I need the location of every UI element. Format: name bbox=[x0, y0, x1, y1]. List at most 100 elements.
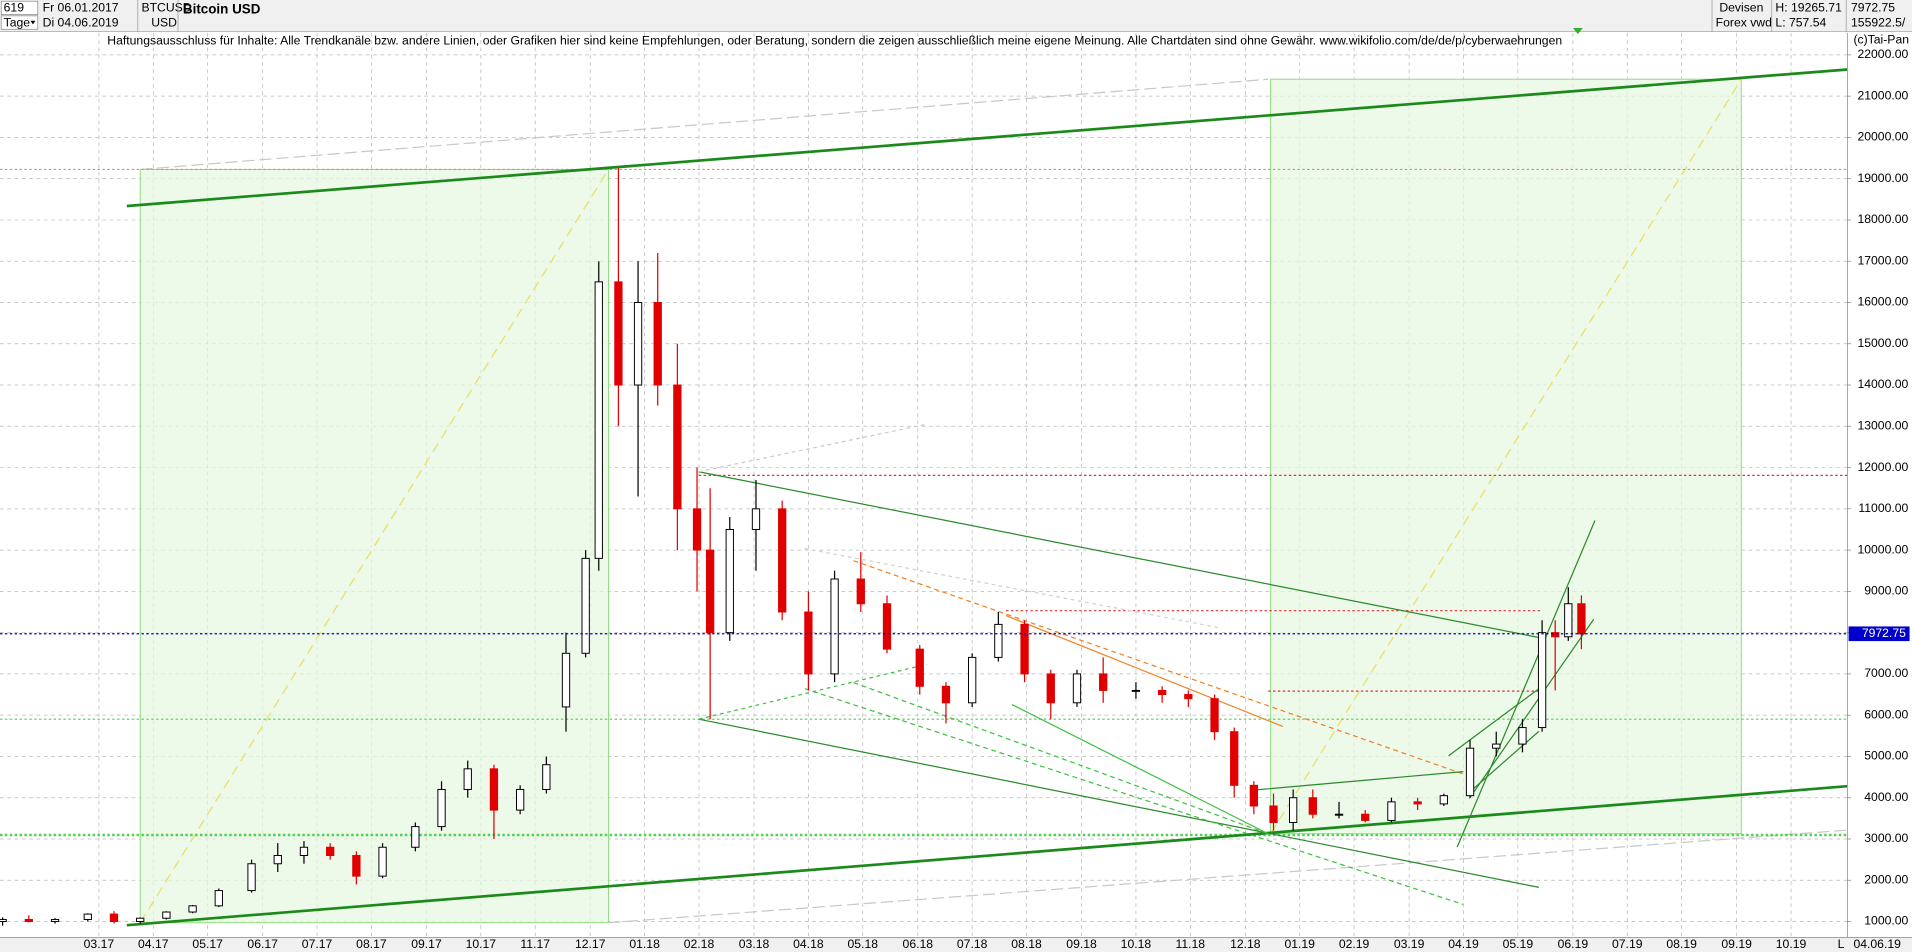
candle-body bbox=[1269, 805, 1278, 823]
trend-line bbox=[1005, 615, 1284, 728]
candle-body bbox=[83, 913, 92, 920]
candle-body bbox=[614, 281, 623, 386]
candle-body bbox=[1210, 698, 1219, 733]
x-tick-label: 04.18 bbox=[793, 937, 824, 951]
y-tick-label: 3000.00 bbox=[1864, 831, 1908, 845]
y-tick-label: 12000.00 bbox=[1857, 460, 1908, 474]
period-box[interactable] bbox=[0, 15, 39, 30]
candle-body bbox=[273, 855, 282, 865]
y-tick-label: 16000.00 bbox=[1857, 295, 1908, 309]
candle-body bbox=[1413, 801, 1422, 805]
y-axis-background bbox=[1847, 32, 1912, 938]
header-background bbox=[0, 0, 1912, 32]
last-price-label: 7972.75 bbox=[1862, 626, 1906, 640]
marker bbox=[1573, 28, 1583, 35]
x-tick-label: 04.19 bbox=[1448, 937, 1479, 951]
trend-line bbox=[804, 688, 1464, 906]
candle-body bbox=[882, 603, 892, 650]
candle-body bbox=[437, 788, 446, 828]
gray-line bbox=[608, 829, 1848, 924]
candle-body bbox=[581, 557, 590, 654]
x-tick-label: 03.18 bbox=[739, 937, 770, 951]
to-date: Di 04.06.2019 bbox=[43, 15, 119, 29]
candle-body bbox=[673, 384, 682, 510]
candle-body bbox=[594, 281, 603, 559]
candle-body bbox=[1249, 784, 1259, 807]
y-tick-label: 20000.00 bbox=[1857, 130, 1908, 144]
x-tick-label: 08.19 bbox=[1666, 937, 1697, 951]
candle-body bbox=[1465, 747, 1475, 797]
x-tick-label: 05.18 bbox=[848, 937, 879, 951]
x-tick-label: 05.17 bbox=[192, 937, 223, 951]
candle-body bbox=[1334, 813, 1344, 816]
drawings bbox=[0, 68, 1848, 927]
y-tick-label: 14000.00 bbox=[1857, 377, 1908, 391]
candle-body bbox=[1131, 689, 1141, 692]
disclaimer: Haftungsausschluss für Inhalte: Alle Tre… bbox=[107, 34, 1562, 48]
scale-mode: L bbox=[1838, 937, 1845, 951]
high: H: 19265.71 bbox=[1775, 1, 1842, 15]
x-tick-label: 10.18 bbox=[1121, 937, 1152, 951]
candle-body bbox=[705, 549, 715, 634]
candle-body bbox=[994, 623, 1003, 658]
x-tick-label: 01.18 bbox=[629, 937, 660, 951]
candle-body bbox=[24, 918, 33, 923]
candle-body bbox=[1020, 623, 1029, 675]
trend-line bbox=[698, 423, 927, 473]
trend-line bbox=[1448, 688, 1540, 757]
count-box[interactable] bbox=[0, 0, 39, 15]
x-tick-label: 02.19 bbox=[1339, 937, 1370, 951]
candle-body bbox=[378, 846, 387, 877]
y-tick-label: 18000.00 bbox=[1857, 212, 1908, 226]
trend-line bbox=[1468, 730, 1540, 793]
candle-body bbox=[856, 578, 865, 605]
header-bar: 619 Fr 06.01.2017 Tage Di 04.06.2019 BTC… bbox=[0, 0, 1912, 33]
candles bbox=[0, 167, 1848, 926]
candle-body bbox=[1099, 673, 1108, 691]
candle-body bbox=[1551, 632, 1560, 638]
category: Devisen bbox=[1719, 1, 1763, 15]
y-tick-label: 6000.00 bbox=[1864, 707, 1908, 721]
candle-body bbox=[247, 863, 256, 892]
y-tick-label: 11000.00 bbox=[1858, 501, 1908, 515]
candle-body bbox=[915, 648, 924, 687]
candle-body bbox=[188, 905, 197, 913]
last: 7972.75 bbox=[1851, 1, 1895, 15]
trend-line bbox=[1456, 520, 1596, 848]
volume: 155922.5/ bbox=[1851, 15, 1906, 29]
y-tick-label: 1000.00 bbox=[1864, 914, 1908, 928]
candle-body bbox=[1308, 797, 1317, 815]
trend-line bbox=[698, 471, 1539, 639]
candle-body bbox=[751, 508, 761, 530]
y-tick-label: 10000.00 bbox=[1857, 542, 1908, 556]
y-tick-label: 4000.00 bbox=[1864, 790, 1908, 804]
x-tick-label: 07.17 bbox=[302, 937, 333, 951]
candle-body bbox=[1518, 727, 1527, 745]
y-tick-label: 19000.00 bbox=[1857, 171, 1908, 185]
candle-body bbox=[411, 826, 420, 848]
x-tick-label: 07.18 bbox=[957, 937, 988, 951]
last-price-box bbox=[1848, 626, 1910, 642]
x-tick-label: 11.17 bbox=[520, 937, 550, 951]
x-tick-label: 06.17 bbox=[247, 937, 278, 951]
candle-body bbox=[778, 508, 787, 613]
trend-line bbox=[698, 718, 1539, 888]
trend-line bbox=[1255, 770, 1464, 791]
candle-body bbox=[50, 918, 60, 923]
x-tick-label: 10.17 bbox=[466, 937, 497, 951]
candle-body bbox=[941, 685, 951, 704]
trend-line bbox=[853, 560, 1464, 775]
candle-body bbox=[489, 768, 499, 811]
trend-line bbox=[853, 682, 1269, 835]
source: Forex vwd bbox=[1716, 15, 1772, 29]
dropdown-arrow bbox=[30, 20, 36, 25]
trend-line bbox=[126, 784, 1848, 927]
candle-body bbox=[1439, 795, 1448, 805]
y-tick-label: 2000.00 bbox=[1864, 872, 1908, 886]
x-tick-label: 12.17 bbox=[575, 937, 606, 951]
candle-body bbox=[968, 656, 977, 704]
candle-body bbox=[352, 855, 361, 877]
x-tick-label: 09.17 bbox=[411, 937, 442, 951]
x-tick-label: 10.19 bbox=[1776, 937, 1807, 951]
